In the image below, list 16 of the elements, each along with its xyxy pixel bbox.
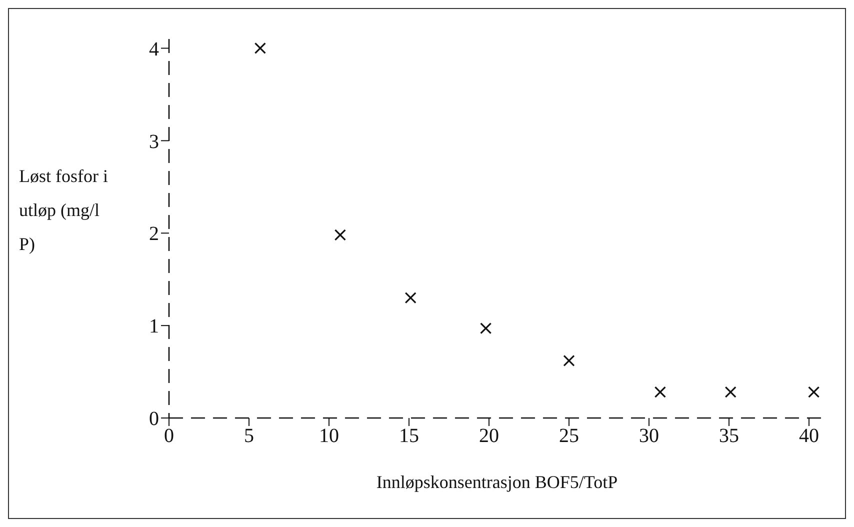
x-tick-label: 35 (719, 425, 739, 448)
x-axis-title: Innløpskonsentrasjon BOF5/TotP (376, 472, 618, 492)
x-tick-label: 0 (164, 425, 174, 448)
y-tick-label: 1 (149, 316, 159, 338)
x-tick-label: 30 (639, 425, 659, 448)
x-tick-label: 40 (799, 425, 819, 448)
y-tick-label: 0 (149, 408, 159, 430)
x-tick-label: 5 (244, 425, 254, 448)
x-tick-label: 15 (399, 425, 419, 448)
y-axis-title: Løst fosfor i utløp (mg/l P) (19, 165, 109, 256)
x-tick-label: 20 (479, 425, 499, 448)
x-tick-label: 25 (559, 425, 579, 448)
y-tick-label: 4 (149, 38, 159, 60)
y-tick-label: 3 (149, 130, 159, 153)
x-tick-label: 10 (319, 425, 339, 448)
y-tick-label: 2 (149, 223, 159, 246)
